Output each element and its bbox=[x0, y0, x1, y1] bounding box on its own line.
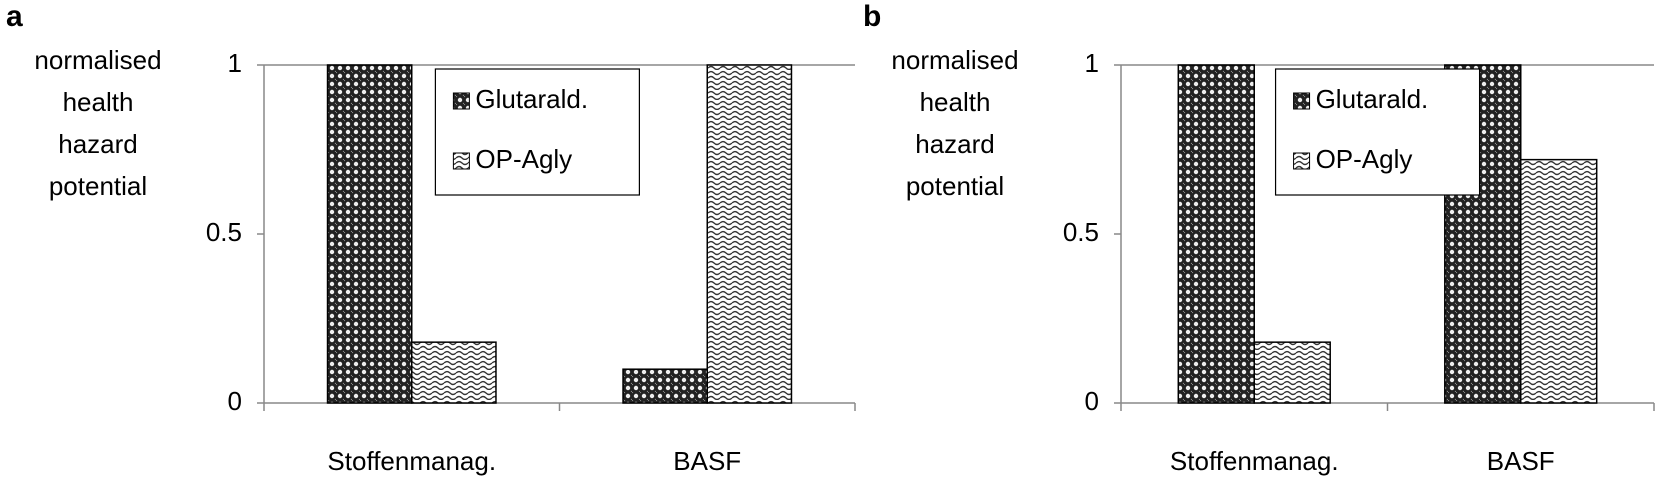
y-axis-label: health bbox=[63, 87, 134, 117]
legend: Glutarald. OP-Agly bbox=[1274, 68, 1481, 196]
legend-label: Glutarald. bbox=[1316, 84, 1429, 114]
legend-swatch bbox=[452, 152, 470, 170]
y-axis-label: potential bbox=[906, 171, 1004, 201]
bar bbox=[1177, 64, 1255, 404]
panel-label: a bbox=[6, 0, 23, 33]
y-axis-label: normalised bbox=[891, 45, 1018, 75]
y-tick-label: 0.5 bbox=[206, 217, 242, 247]
bar bbox=[1253, 341, 1331, 404]
y-axis-label: hazard bbox=[58, 129, 138, 159]
bar bbox=[1444, 64, 1522, 404]
y-tick-label: 1 bbox=[228, 48, 242, 78]
legend-swatch bbox=[1293, 152, 1311, 170]
x-tick-label: BASF bbox=[673, 446, 741, 476]
x-tick-label: Stoffenmanag. bbox=[327, 446, 496, 476]
legend-swatch bbox=[1293, 92, 1311, 110]
y-tick-label: 0.5 bbox=[1063, 217, 1099, 247]
y-tick-label: 0 bbox=[228, 386, 242, 416]
y-tick-label: 0 bbox=[1085, 386, 1099, 416]
bar bbox=[706, 64, 793, 404]
legend-label: OP-Agly bbox=[1316, 144, 1413, 174]
y-axis-label: hazard bbox=[915, 129, 995, 159]
y-axis-label: potential bbox=[49, 171, 147, 201]
bar bbox=[1520, 158, 1598, 404]
legend-label: Glutarald. bbox=[475, 84, 588, 114]
legend-swatch bbox=[452, 92, 470, 110]
x-tick-label: BASF bbox=[1487, 446, 1555, 476]
y-axis-label: health bbox=[920, 87, 991, 117]
legend-box bbox=[434, 68, 640, 196]
bar bbox=[326, 64, 413, 404]
legend-label: OP-Agly bbox=[475, 144, 572, 174]
bar bbox=[411, 341, 497, 404]
y-axis-label: normalised bbox=[34, 45, 161, 75]
x-tick-label: Stoffenmanag. bbox=[1170, 446, 1339, 476]
panel-label: b bbox=[863, 0, 881, 33]
y-tick-label: 1 bbox=[1085, 48, 1099, 78]
chart-panel: a normalised health hazard potential 0 0.5 1 Sto… bbox=[6, 0, 856, 476]
legend-box bbox=[1274, 68, 1481, 196]
bar bbox=[622, 368, 708, 404]
legend: Glutarald. OP-Agly bbox=[434, 68, 640, 196]
chart-panel: b normalised health hazard potential 0 0.5 1 Sto… bbox=[863, 0, 1655, 476]
